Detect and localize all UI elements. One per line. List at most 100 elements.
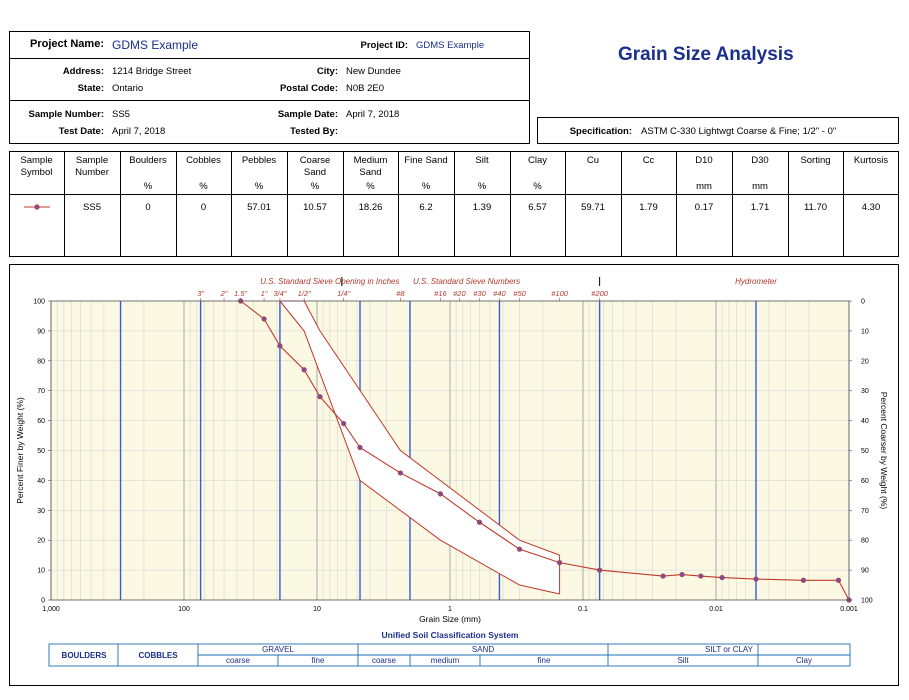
data-point xyxy=(357,444,363,451)
spec-lower-bound xyxy=(279,300,560,595)
sample-date-label: Sample Date: xyxy=(277,109,338,120)
data-point xyxy=(341,420,347,427)
y-tick-label-left: 100 xyxy=(33,299,45,306)
divider xyxy=(9,58,530,59)
sieve-label: 1/4" xyxy=(337,289,350,298)
y-tick-label-left: 20 xyxy=(37,538,45,545)
uscs-label-silt: Silt xyxy=(677,656,689,665)
table-header-cell: Fine Sand xyxy=(398,155,454,167)
y-tick-label-left: 80 xyxy=(37,358,45,365)
table-header-line1: D10 xyxy=(695,155,713,166)
table-unit-cell: mm xyxy=(696,181,712,192)
postal-code-label: Postal Code: xyxy=(279,83,338,94)
uscs-label-gravel-coarse: coarse xyxy=(226,656,251,665)
table-unit-cell: % xyxy=(477,181,487,192)
data-point xyxy=(597,567,603,573)
project-id-label: Project ID: xyxy=(360,40,408,51)
table-data-cell: 0 xyxy=(145,202,151,213)
tested-by-label: Tested By: xyxy=(290,126,338,137)
table-unit-cell: % xyxy=(421,181,431,192)
sieve-label: 1.5" xyxy=(234,289,247,298)
x-tick-label: 100 xyxy=(178,606,190,613)
address-label: Address: xyxy=(62,66,104,77)
sieve-label: 2" xyxy=(220,289,228,298)
uscs-label-sand-medium: medium xyxy=(431,656,460,665)
y-tick-label-left: 60 xyxy=(37,418,45,425)
table-data-cell: 6.2 xyxy=(419,202,433,213)
x-tick-label: 0.1 xyxy=(578,606,588,613)
sieve-section-label: U.S. Standard Sieve Numbers xyxy=(413,277,520,286)
sieve-label: #100 xyxy=(551,289,569,298)
table-data-cell: 1.71 xyxy=(750,202,770,213)
y-tick-label-left: 30 xyxy=(37,508,45,515)
table-unit-cell: % xyxy=(254,181,264,192)
x-tick-label: 0.001 xyxy=(840,606,858,613)
sample-date: April 7, 2018 xyxy=(346,109,400,120)
table-header-line1: Silt xyxy=(475,155,489,166)
table-header-cell: Cobbles xyxy=(176,155,231,167)
table-header-line1: Clay xyxy=(527,155,547,166)
table-col-separator xyxy=(454,151,455,257)
data-point xyxy=(753,576,759,582)
city-label: City: xyxy=(316,66,338,77)
uscs-label-silt-or-clay: SILT or CLAY xyxy=(705,645,754,654)
table-unit-cell: % xyxy=(366,181,375,192)
data-point xyxy=(476,519,483,525)
table-header-line1: D30 xyxy=(751,155,769,166)
y-tick-label-right: 0 xyxy=(861,299,865,306)
table-data-cell: 4.30 xyxy=(861,202,881,213)
sieve-label: #30 xyxy=(473,289,486,298)
sample-number-label: Sample Number: xyxy=(28,109,105,120)
table-data-cell: 0.17 xyxy=(694,202,714,213)
y-tick-label-left: 90 xyxy=(37,328,45,335)
uscs-label-cobbles: COBBLES xyxy=(138,651,178,660)
uscs-label-gravel: GRAVEL xyxy=(262,645,294,654)
x-tick-label: 0.01 xyxy=(709,606,723,613)
spec-upper-bound xyxy=(303,300,560,556)
table-header-line1: Cu xyxy=(586,155,600,166)
uscs-label-sand-coarse: coarse xyxy=(372,656,397,665)
uscs-label-boulders: BOULDERS xyxy=(62,651,108,660)
sieve-label: #8 xyxy=(396,289,405,298)
table-header-cell: Kurtosis xyxy=(843,155,899,167)
table-col-separator xyxy=(621,151,622,257)
data-point xyxy=(800,577,807,583)
data-point xyxy=(835,577,842,583)
table-col-separator xyxy=(343,151,344,257)
table-header-cell: Sorting xyxy=(788,155,843,167)
table-data-cell: 10.57 xyxy=(303,202,327,213)
y-tick-label-right: 90 xyxy=(861,568,869,575)
table-col-separator xyxy=(120,151,121,257)
sample-number: SS5 xyxy=(112,109,130,120)
table-header-line1: Coarse xyxy=(299,155,331,166)
y-tick-label-right: 80 xyxy=(861,538,869,545)
project-id: GDMS Example xyxy=(416,40,485,51)
table-unit-cell: % xyxy=(143,181,153,192)
data-point xyxy=(679,571,685,578)
sample-symbol-marker xyxy=(34,204,40,210)
table-header-line1: Fine Sand xyxy=(404,155,448,166)
y-axis-label-left: Percent Finer by Weight (%) xyxy=(15,397,25,504)
uscs-label-clay: Clay xyxy=(796,656,812,665)
table-header-cell: Clay xyxy=(510,155,565,167)
sieve-label: #50 xyxy=(513,289,526,298)
table-col-separator xyxy=(843,151,844,257)
table-data-cell: 18.26 xyxy=(358,202,383,213)
uscs-title: Unified Soil Classification System xyxy=(382,630,519,640)
data-point xyxy=(660,573,666,579)
data-point xyxy=(277,343,283,349)
table-header-line2: Symbol xyxy=(20,167,53,178)
sample-symbol xyxy=(24,204,50,210)
sieve-label: 1/2" xyxy=(298,289,311,298)
x-tick-label: 1 xyxy=(448,606,452,613)
data-point xyxy=(556,560,563,566)
table-header-line1: Cc xyxy=(642,155,655,166)
table-unit-cell: % xyxy=(533,181,542,192)
y-axis-label-right: Percent Coarser by Weight (%) xyxy=(879,392,889,510)
sieve-label: #20 xyxy=(453,289,466,298)
uscs-label-gravel-fine: fine xyxy=(312,656,325,665)
table-header-cell: D10 xyxy=(676,155,732,167)
report-title: Grain Size Analysis xyxy=(618,44,794,65)
table-header-line2: Sand xyxy=(359,167,382,178)
test-date-label: Test Date: xyxy=(58,126,104,137)
